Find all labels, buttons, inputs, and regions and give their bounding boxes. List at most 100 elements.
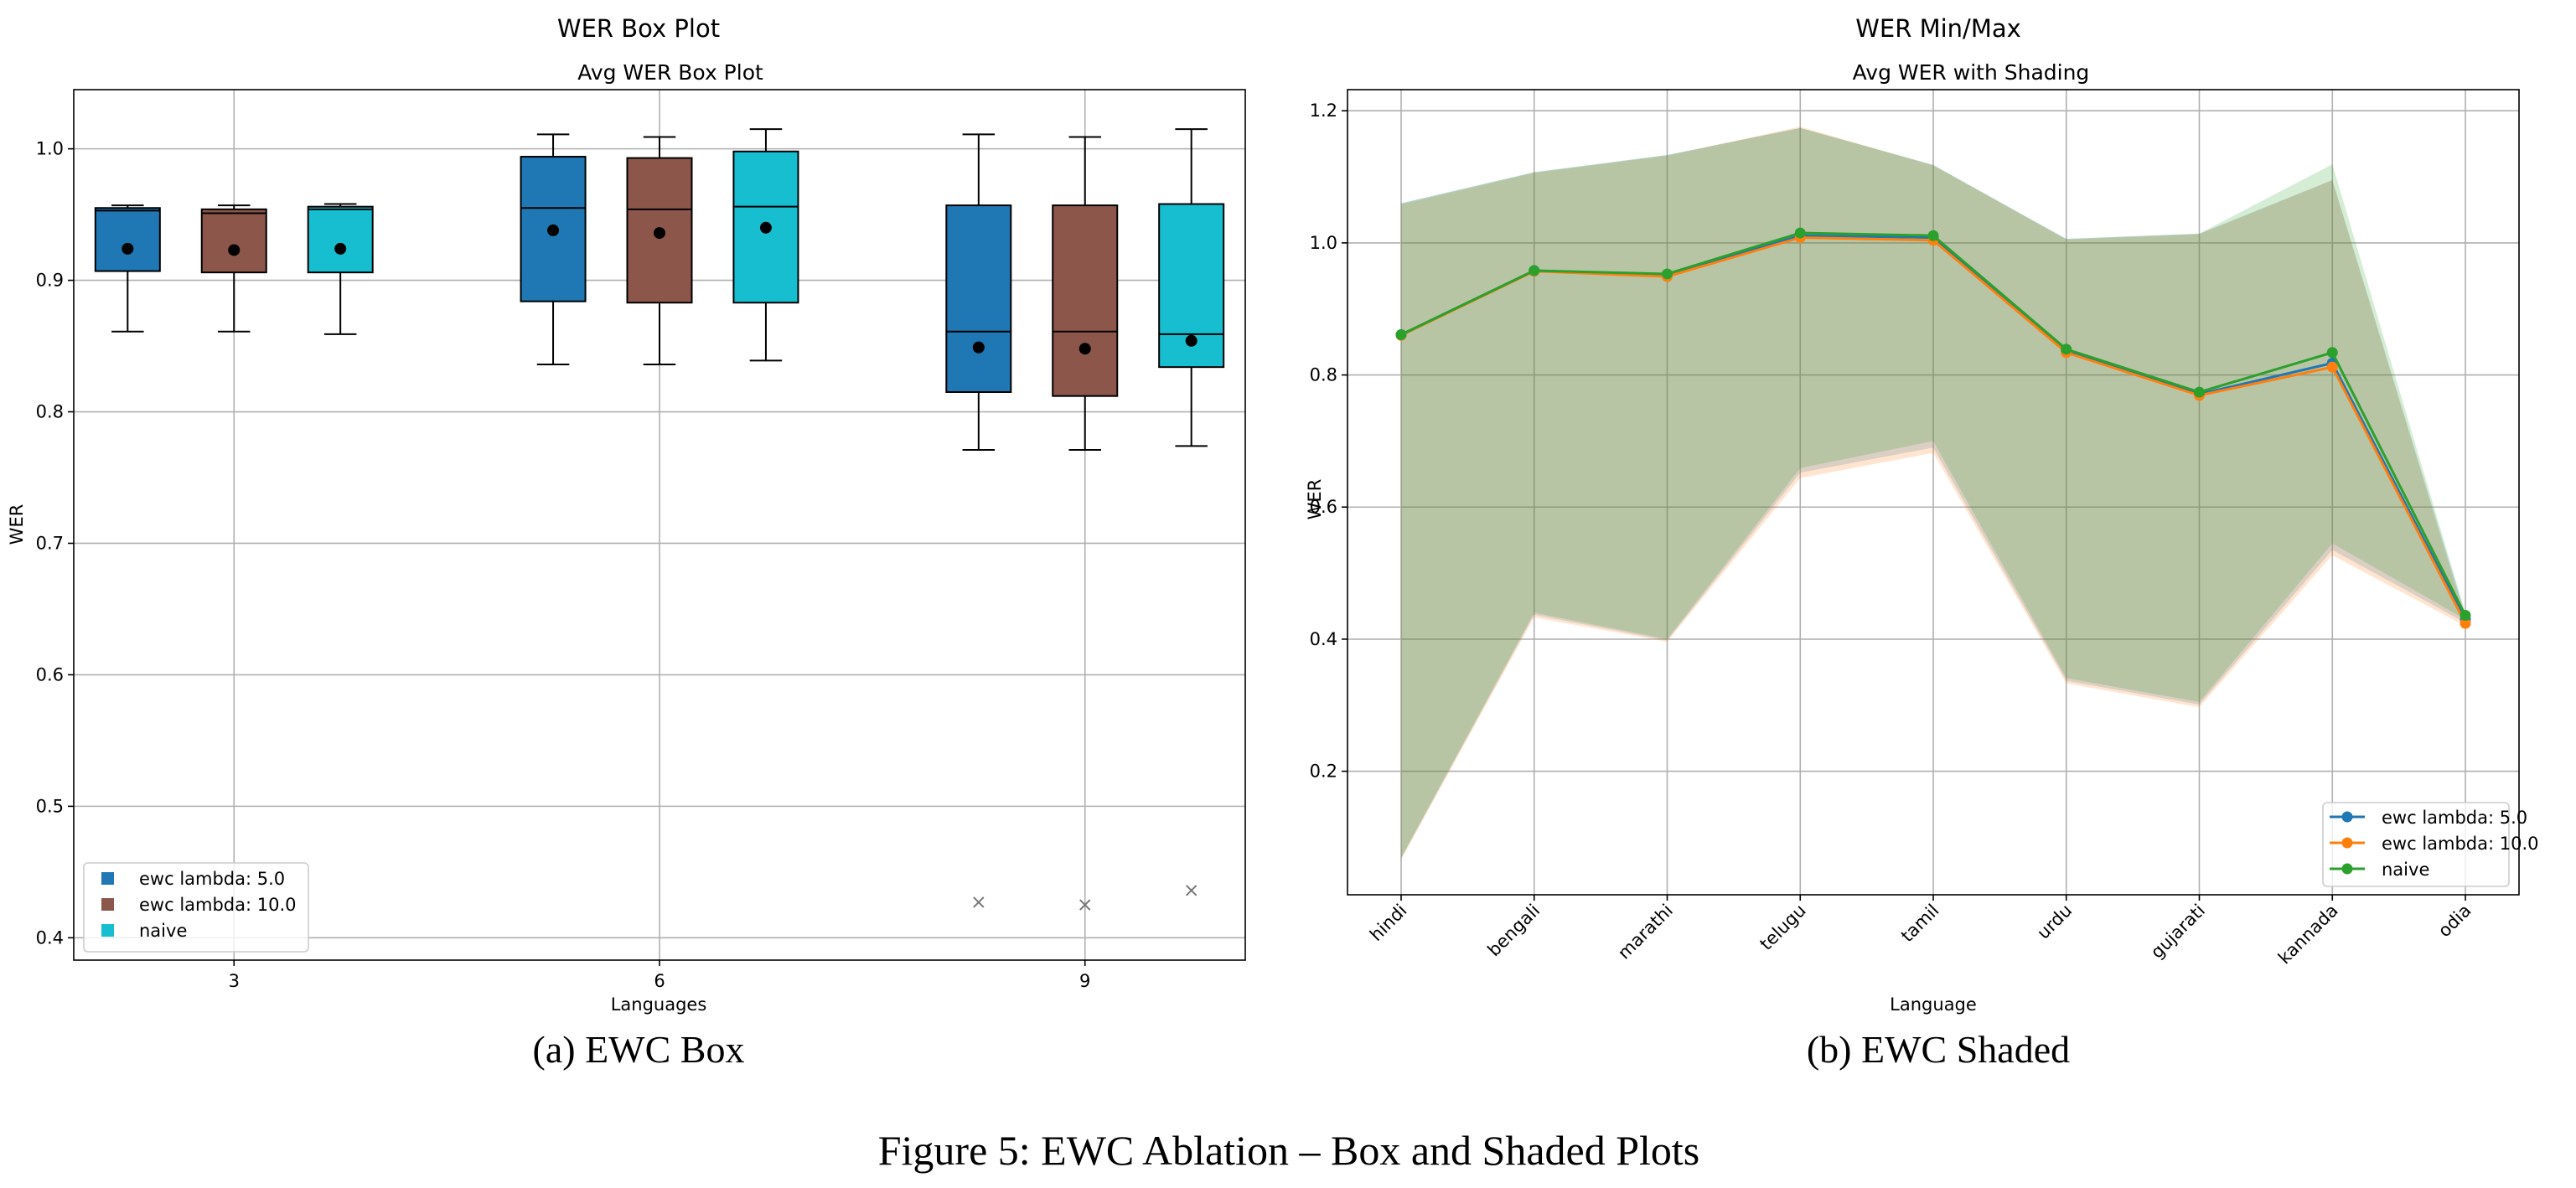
y-tick-label: 0.6 — [36, 664, 64, 684]
mean-point — [2194, 386, 2205, 398]
shaded-line-chart: WER Min/Max Avg WER with Shading 0.20.40… — [1305, 14, 2539, 1015]
mean-marker — [122, 242, 134, 255]
shaded-suptitle: WER Min/Max — [1855, 14, 2021, 43]
box-plot-legend: ewc lambda: 5.0 ewc lambda: 10.0 naive — [83, 862, 309, 953]
mean-point — [1927, 230, 1939, 241]
y-tick-label: 0.8 — [36, 402, 64, 422]
box-plot-ylabel: WER — [7, 504, 27, 545]
mean-point — [1529, 265, 1540, 276]
box-ewc-lambda-10-0 — [626, 136, 693, 366]
y-tick-label: 1.0 — [36, 139, 64, 159]
mean-marker — [1185, 334, 1197, 347]
box-plot-x-ticks: 3 6 9 — [229, 960, 1090, 991]
mean-marker — [654, 227, 665, 240]
legend-swatch-naive — [101, 924, 114, 937]
legend-frame — [2322, 802, 2510, 887]
legend-marker-ewc-5 — [2341, 811, 2353, 823]
box-iqr — [1158, 203, 1225, 369]
y-tick-label: 1.2 — [1310, 101, 1337, 121]
mean-point — [1662, 268, 1673, 280]
shaded-y-ticks: 0.2 0.4 0.6 0.8 1.0 1.2 — [1310, 101, 1347, 782]
outlier-marker — [1185, 885, 1197, 896]
mean-point — [1794, 227, 1806, 239]
x-tick-label: marathi — [1614, 901, 1677, 963]
box-plot-chart: WER Box Plot Avg WER Box Plot 0.40.50.60… — [7, 14, 1246, 1015]
x-tick-label: 9 — [1079, 971, 1090, 991]
legend-swatch-ewc-10 — [101, 898, 114, 911]
box-ewc-lambda-5-0 — [520, 133, 587, 366]
y-tick-label: 0.9 — [36, 271, 64, 291]
mean-point — [2326, 361, 2338, 373]
box-iqr — [94, 207, 161, 272]
shaded-title: Avg WER with Shading — [1853, 60, 2090, 85]
box-ewc-lambda-10-0 — [1052, 136, 1119, 911]
shaded-lines — [1395, 227, 2471, 629]
box-plot-title: Avg WER Box Plot — [577, 60, 763, 85]
legend-label-naive: naive — [2382, 860, 2429, 880]
y-tick-label: 0.4 — [36, 927, 64, 948]
mean-point — [2460, 617, 2471, 629]
outlier-marker — [1079, 899, 1091, 911]
legend-label-ewc-5: ewc lambda: 5.0 — [139, 869, 285, 889]
box-naive — [307, 203, 374, 335]
x-tick-label: odia — [2434, 901, 2475, 942]
legend-label-naive: naive — [139, 921, 187, 941]
y-tick-label: 0.2 — [1310, 762, 1337, 782]
box-ewc-lambda-10-0 — [200, 204, 267, 333]
box-plot-xlabel: Languages — [611, 994, 707, 1015]
y-tick-label: 0.5 — [36, 796, 64, 816]
mean-marker — [228, 244, 241, 256]
band-naive — [1401, 127, 2465, 858]
x-tick-label: tamil — [1897, 901, 1943, 947]
mean-point — [2460, 610, 2471, 622]
mean-marker — [1079, 343, 1091, 355]
box-iqr — [1052, 204, 1119, 397]
mean-marker — [972, 341, 985, 354]
legend-label-ewc-10: ewc lambda: 10.0 — [139, 895, 297, 915]
mean-point — [2326, 347, 2338, 359]
series-naive — [1395, 227, 2471, 622]
figure-caption: Figure 5: EWC Ablation – Box and Shaded … — [878, 1127, 1700, 1174]
legend-marker-naive — [2341, 863, 2353, 875]
subfigure-caption-b: (b) EWC Shaded — [1807, 1028, 2070, 1071]
shaded-bands — [1401, 127, 2465, 860]
shaded-xlabel: Language — [1890, 994, 1977, 1015]
x-tick-label: 6 — [654, 971, 665, 991]
band-ewc-lambda-5-0 — [1401, 127, 2465, 859]
legend-label-ewc-5: ewc lambda: 5.0 — [2382, 808, 2527, 828]
box-plot-y-ticks: 0.4 0.5 0.6 0.7 0.8 0.9 1.0 — [36, 139, 74, 948]
outlier-marker — [973, 896, 985, 908]
x-tick-label: urdu — [2033, 901, 2076, 943]
mean-marker — [334, 242, 347, 255]
legend-frame — [83, 862, 309, 953]
box-ewc-lambda-5-0 — [945, 133, 1012, 908]
x-tick-label: gujarati — [2147, 901, 2209, 963]
box-naive — [732, 128, 799, 362]
shaded-x-ticks: hindi bengali marathi telugu tamil urdu gujara… — [1366, 895, 2475, 968]
mean-marker — [759, 221, 772, 234]
box-iqr — [945, 204, 1012, 393]
box-iqr — [200, 208, 267, 274]
mean-marker — [547, 224, 560, 236]
x-tick-label: hindi — [1366, 901, 1410, 945]
band-ewc-lambda-10-0 — [1401, 127, 2465, 860]
box-plot-suptitle: WER Box Plot — [557, 14, 720, 43]
shaded-ylabel: WER — [1305, 479, 1325, 520]
box-iqr — [307, 205, 374, 274]
mean-point — [2061, 343, 2072, 355]
shaded-legend: ewc lambda: 5.0 ewc lambda: 10.0 naive — [2322, 802, 2539, 887]
y-tick-label: 0.8 — [1310, 365, 1337, 385]
y-tick-label: 0.7 — [36, 533, 64, 553]
x-tick-label: 3 — [229, 971, 240, 991]
mean-point — [1395, 328, 1407, 340]
y-tick-label: 1.0 — [1310, 233, 1337, 253]
legend-swatch-ewc-5 — [101, 872, 114, 885]
legend-label-ewc-10: ewc lambda: 10.0 — [2382, 834, 2539, 854]
x-tick-label: bengali — [1484, 901, 1544, 961]
subfigure-caption-a: (a) EWC Box — [533, 1028, 745, 1071]
x-tick-label: telugu — [1756, 901, 1809, 954]
box-naive — [1158, 128, 1225, 896]
box-plot-marks — [94, 128, 1225, 911]
box-ewc-lambda-5-0 — [94, 204, 161, 333]
